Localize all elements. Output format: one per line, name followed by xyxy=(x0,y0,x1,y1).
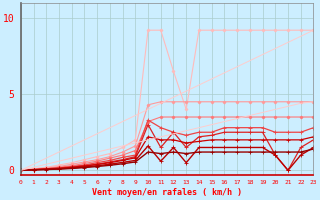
X-axis label: Vent moyen/en rafales ( km/h ): Vent moyen/en rafales ( km/h ) xyxy=(92,188,242,197)
